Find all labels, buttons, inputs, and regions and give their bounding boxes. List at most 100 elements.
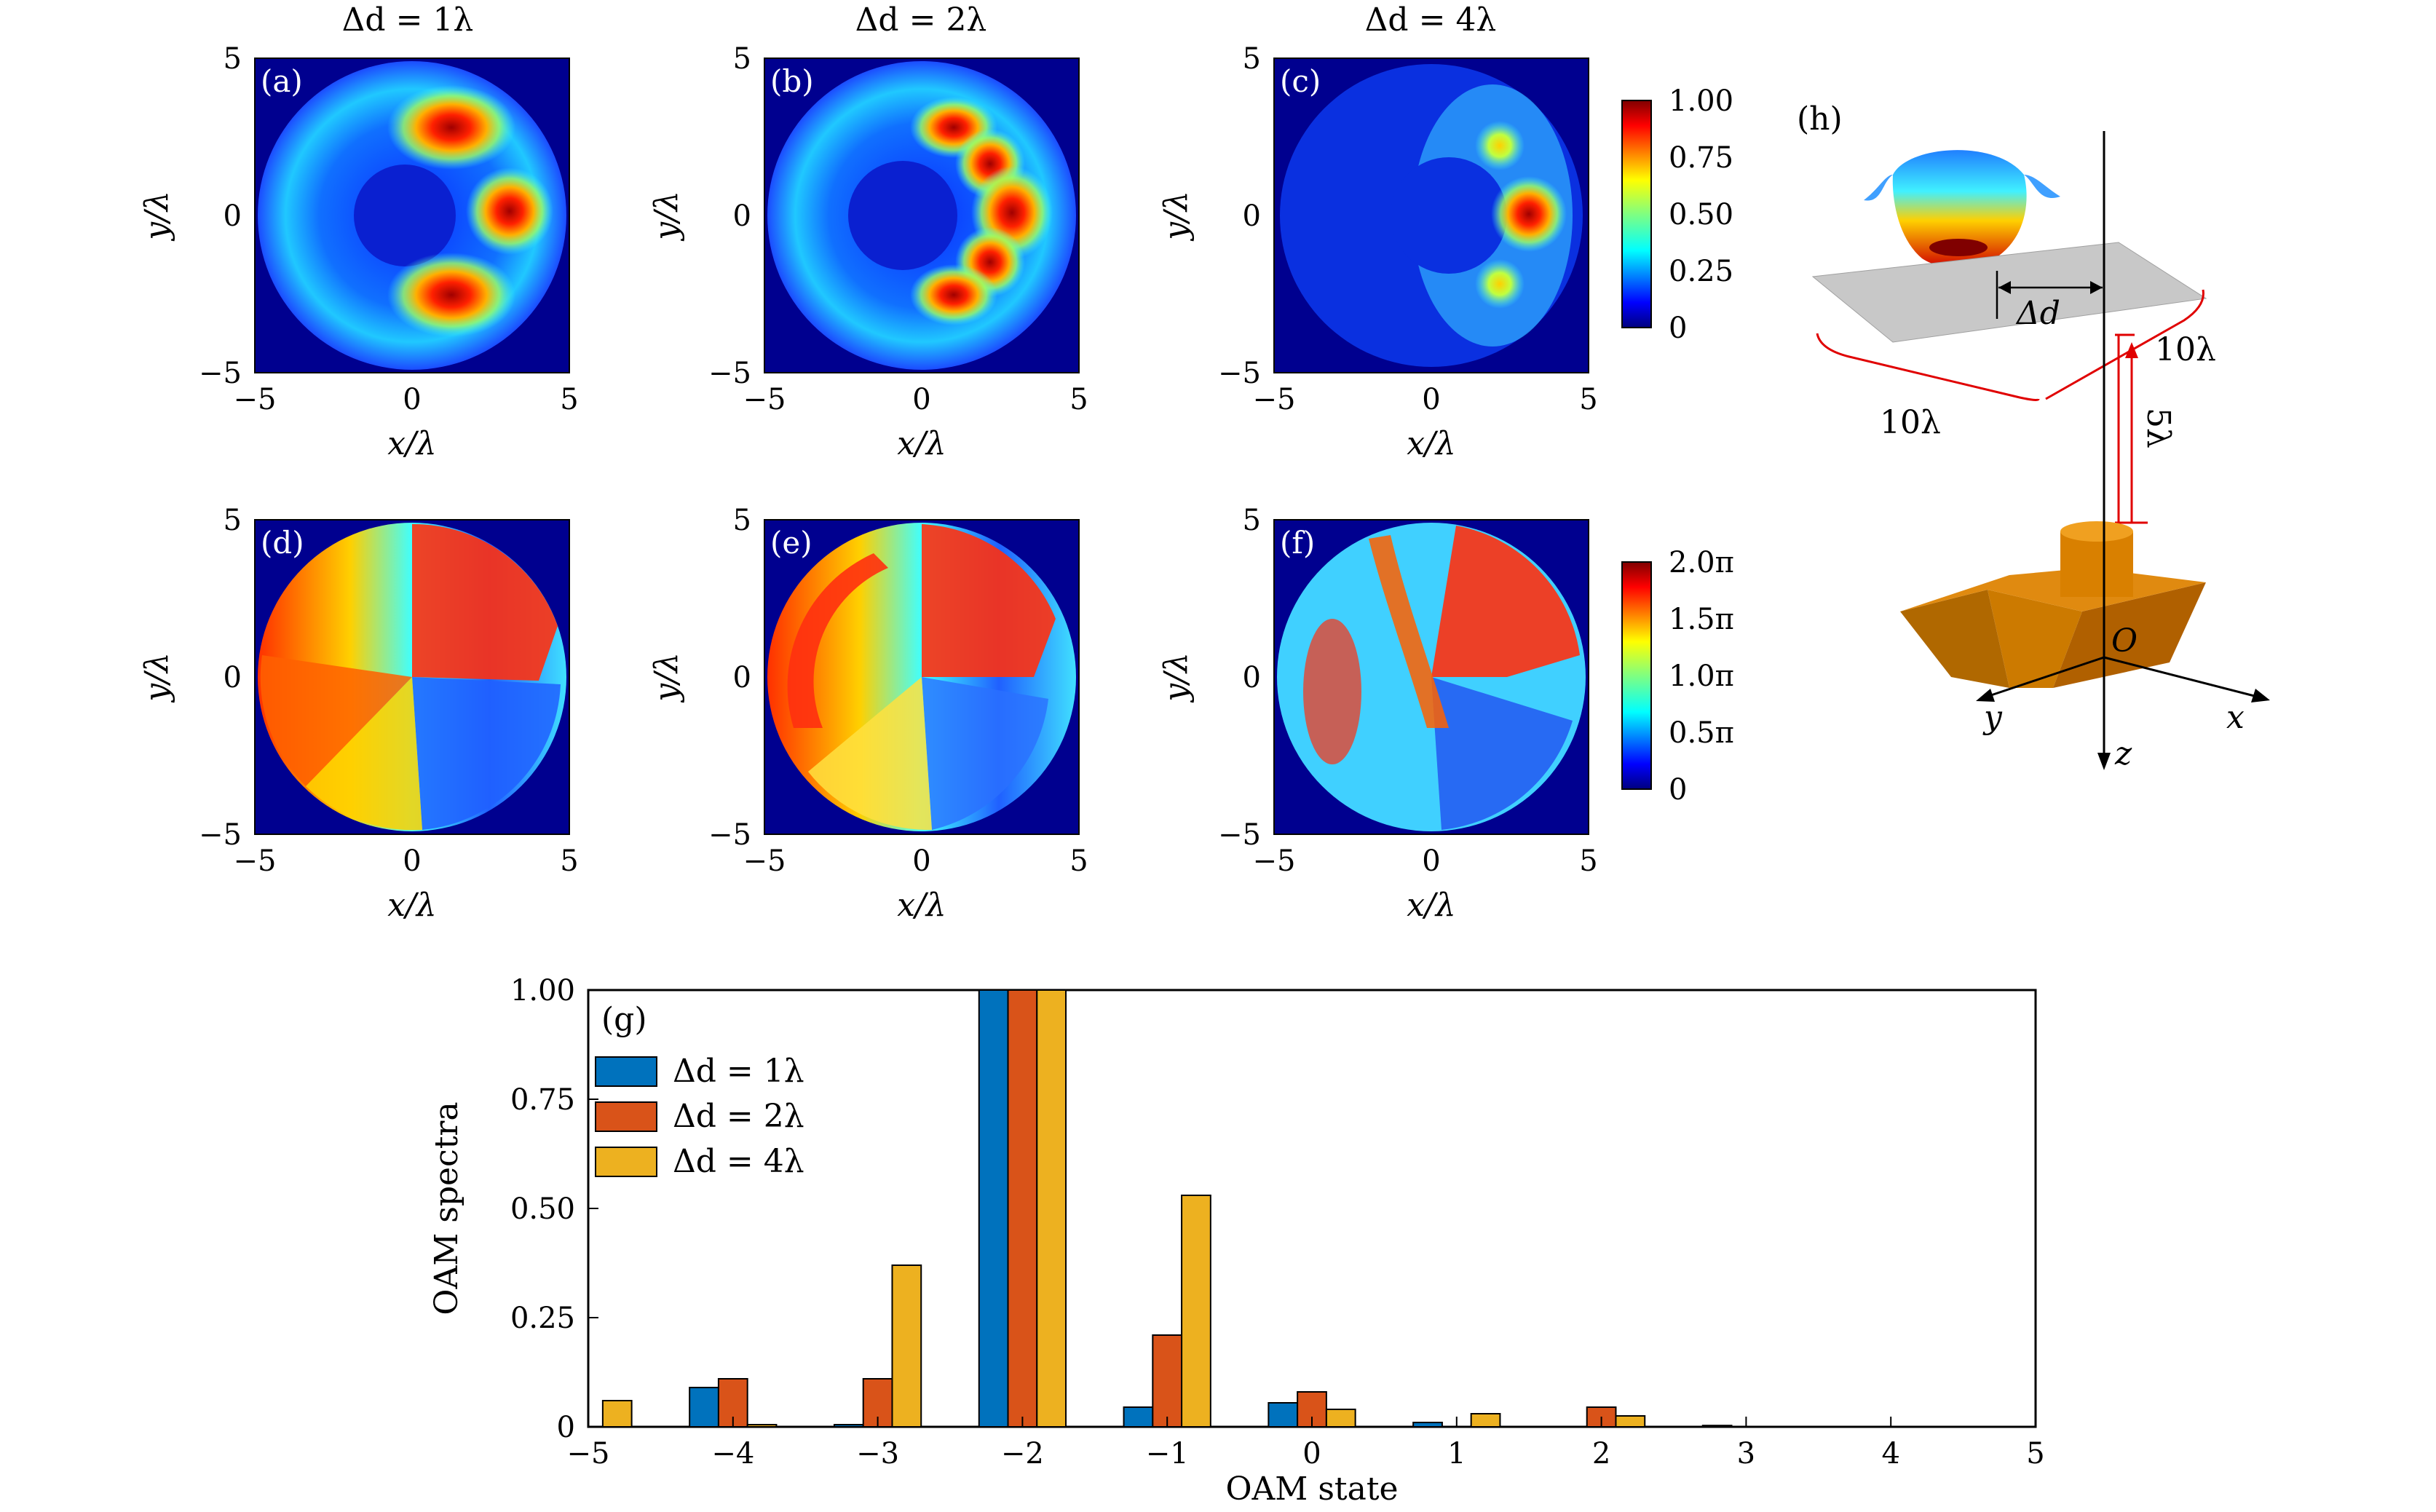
radiation-lobe-right — [2024, 175, 2060, 199]
y-axis-arrowhead — [1976, 689, 1995, 702]
panel-label-a: (a) — [261, 63, 303, 99]
legend-swatch-3 — [595, 1147, 657, 1177]
bar-series3-state2 — [1615, 1415, 1646, 1428]
phase-red-band-e — [787, 553, 888, 728]
colorbar-intensity-gradient — [1621, 100, 1652, 328]
map-b-xtick-0: −5 — [743, 383, 786, 416]
panel-label-h: (h) — [1797, 100, 1843, 138]
bar-series3-state-1 — [1181, 1195, 1211, 1428]
delta-d-label: Δd — [2015, 295, 2060, 332]
panel-b: Δd = 2λ (b) — [764, 1, 1079, 373]
chart-frame — [587, 989, 2037, 1428]
chart-ylabel: OAM spectra — [428, 1101, 465, 1315]
phase-yellow-sector-e — [808, 677, 932, 831]
chart-ytick-label-0: 0 — [557, 1411, 575, 1444]
bar-series1-state-2 — [978, 989, 1009, 1428]
antenna-base-left — [1900, 590, 2009, 688]
map-d-ytick-1: 0 — [224, 661, 242, 694]
phase-red-sector-f — [1431, 526, 1580, 677]
chart-xtick-label-3: −2 — [1001, 1437, 1044, 1471]
cb2-tick-1: 1.5π — [1669, 603, 1734, 636]
map-d-ytick-2: −5 — [199, 818, 242, 852]
chart-xlabel: OAM state — [1225, 1471, 1398, 1508]
antenna-base-front — [1988, 590, 2082, 688]
legend-label-2: Δd = 2λ — [673, 1098, 804, 1135]
origin-label: O — [2111, 622, 2138, 660]
spot-bottom-c — [1475, 259, 1525, 309]
delta-d-arrowhead-left — [1998, 281, 2011, 294]
map-e-xtick-2: 5 — [1069, 844, 1088, 878]
y-axis — [1980, 656, 2105, 700]
chart-ytick-label-2: 0.50 — [510, 1192, 575, 1226]
map-f-xtick-1: 0 — [1422, 844, 1440, 878]
height-label: 5λ — [2140, 408, 2177, 448]
delta-d-arrowhead-right — [2090, 281, 2103, 294]
map-frame-f — [1273, 519, 1589, 835]
antenna-cylinder — [2060, 531, 2133, 597]
chart-xtick-label-1: −4 — [711, 1437, 754, 1471]
map-a-xtick-0: −5 — [234, 383, 277, 416]
legend-label-3: Δd = 4λ — [673, 1143, 804, 1180]
chart-legend: Δd = 1λ Δd = 2λ Δd = 4λ — [595, 1053, 804, 1180]
map-f-ylabel: y/λ — [1158, 652, 1195, 703]
map-e-ylabel: y/λ — [648, 652, 685, 703]
map-e-xtick-1: 0 — [912, 844, 930, 878]
panel-f: (f) — [1274, 520, 1589, 834]
map-frame-a — [254, 58, 570, 373]
schematic-h: (h) Δd 10λ 10λ 5λ — [1797, 100, 2270, 772]
map-c-ytick-1: 0 — [1243, 199, 1261, 233]
chart-xtick-label-6: 1 — [1447, 1437, 1466, 1471]
phase-blue-sector-e — [922, 677, 1048, 830]
map-a-ytick-1: 0 — [224, 199, 242, 233]
bar-series1-state-4 — [689, 1387, 719, 1428]
colorbar-phase: 2.0π 1.5π 1.0π 0.5π 0 — [1621, 546, 1734, 807]
map-e-ytick-2: −5 — [708, 818, 751, 852]
cb1-tick-2: 0.50 — [1669, 198, 1733, 231]
map-d-ylabel: y/λ — [138, 652, 175, 703]
lobe-right-a — [466, 167, 553, 255]
bar-series2-state-2 — [1007, 989, 1038, 1428]
radiation-pattern — [1892, 150, 2027, 268]
beam-core-c — [1391, 157, 1507, 274]
chart-xtick-label-9: 4 — [1881, 1437, 1899, 1471]
bar-series1-state0 — [1268, 1402, 1299, 1428]
map-frame-d — [254, 519, 570, 835]
phase-red-sector-d — [412, 523, 558, 681]
beam-core-a — [354, 165, 456, 266]
bar-series1-state3 — [1701, 1425, 1733, 1428]
map-a-ytick-2: −5 — [199, 357, 242, 390]
map-f-xlabel: x/λ — [1407, 887, 1456, 924]
panel-label-d: (d) — [261, 525, 304, 561]
map-b-ytick-0: 5 — [733, 42, 751, 76]
colorbar-phase-gradient — [1621, 561, 1652, 790]
map-c-ylabel: y/λ — [1158, 191, 1195, 242]
map-c-xlabel: x/λ — [1407, 425, 1456, 462]
cb2-tick-0: 2.0π — [1669, 546, 1734, 579]
beam-core-b — [848, 161, 957, 270]
bar-series1-state-3 — [833, 1424, 864, 1428]
legend-swatch-1 — [595, 1056, 657, 1087]
colorbar-intensity: 1.00 0.75 0.50 0.25 0 — [1621, 84, 1733, 345]
chart-panel-label: (g) — [601, 1001, 647, 1038]
dim-bracket-width — [1816, 333, 2040, 401]
bar-series3-state-4 — [746, 1424, 778, 1428]
panel-label-b: (b) — [770, 63, 814, 99]
panel-a: Δd = 1λ (a) — [255, 1, 569, 373]
chart-xtick-label-7: 2 — [1592, 1437, 1610, 1471]
phase-yellow-sector-d — [306, 677, 422, 831]
map-frame-b — [764, 58, 1080, 373]
map-c-ytick-0: 5 — [1243, 42, 1261, 76]
map-b-ytick-1: 0 — [733, 199, 751, 233]
map-f-ytick-2: −5 — [1218, 818, 1261, 852]
bar-series2-state-1 — [1152, 1334, 1183, 1428]
map-e-ytick-1: 0 — [733, 661, 751, 694]
legend-swatch-2 — [595, 1101, 657, 1132]
map-d-xlabel: x/λ — [387, 887, 437, 924]
map-b-xlabel: x/λ — [897, 425, 946, 462]
chart-xtick-label-10: 5 — [2026, 1437, 2044, 1471]
panel-title-b: Δd = 2λ — [855, 1, 987, 39]
bar-series3-state-3 — [891, 1264, 922, 1428]
bar-series3-state1 — [1470, 1413, 1501, 1428]
oam-spectra-chart: −5 −4 −3 −2 −1 0 1 2 3 4 5 0 0.25 0.50 0.75 1.00 (g) Δd… — [428, 974, 2045, 1508]
chart-xtick-label-0: −5 — [567, 1437, 610, 1471]
